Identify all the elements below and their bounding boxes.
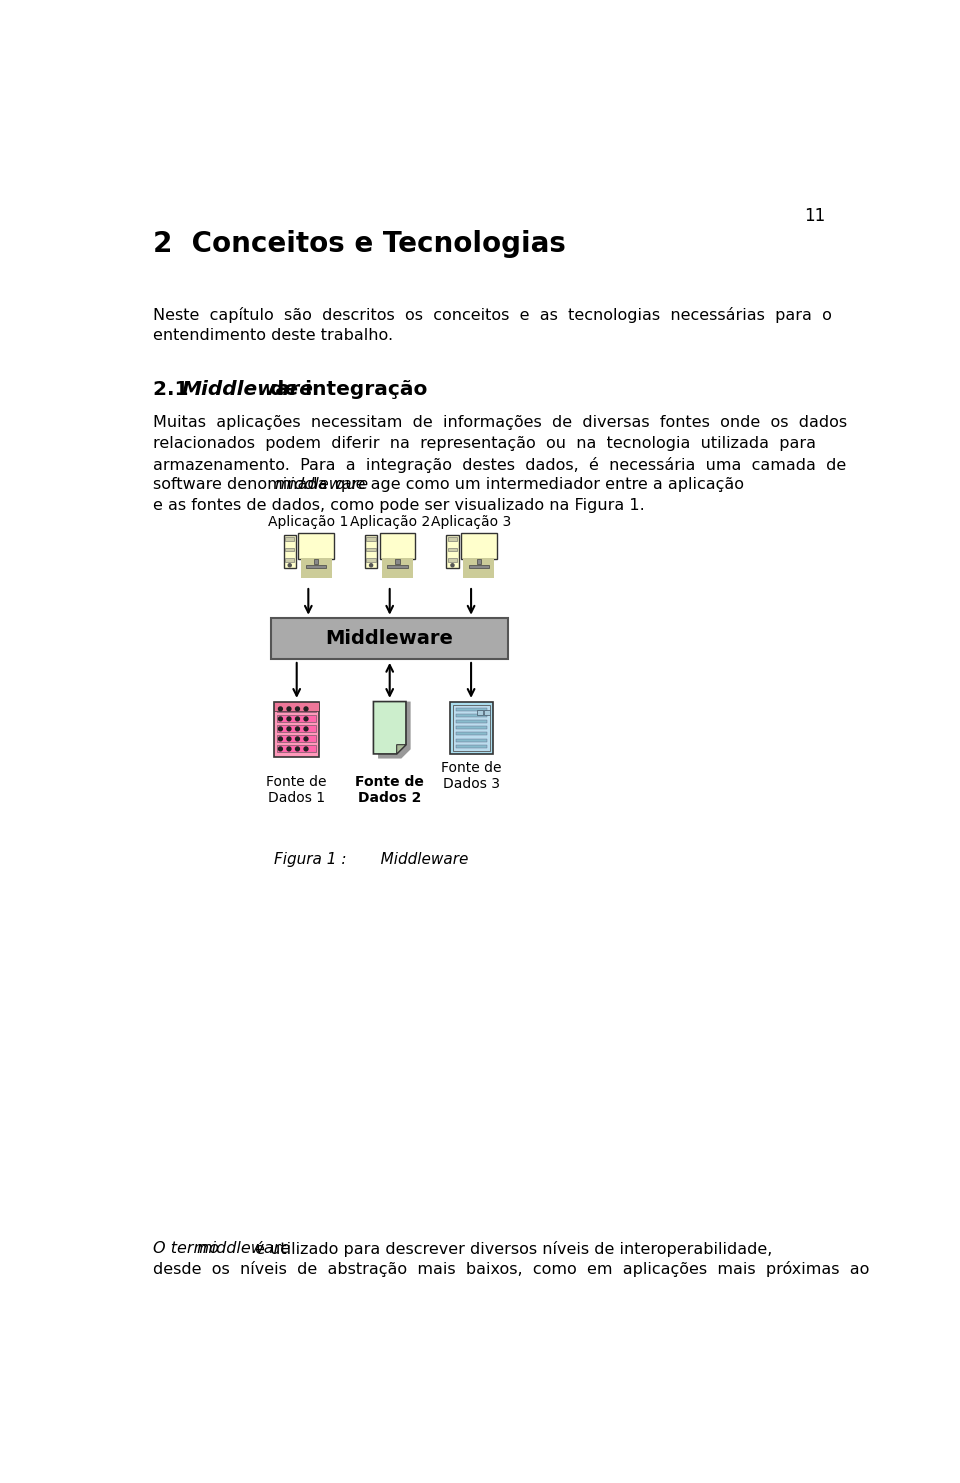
Bar	[388, 565, 408, 568]
Bar	[300, 558, 331, 578]
Circle shape	[278, 716, 282, 721]
Text: 11: 11	[804, 208, 826, 225]
Bar	[285, 547, 295, 552]
Text: Figura 1 :: Figura 1 :	[274, 851, 366, 866]
Bar	[367, 547, 375, 552]
Bar	[277, 725, 316, 733]
Circle shape	[278, 737, 282, 742]
Circle shape	[304, 727, 308, 731]
Text: entendimento deste trabalho.: entendimento deste trabalho.	[153, 328, 393, 343]
Bar	[285, 537, 295, 541]
Text: Neste  capítulo  são  descritos  os  conceitos  e  as  tecnologias  necessárias : Neste capítulo são descritos os conceito…	[153, 307, 831, 323]
Circle shape	[287, 716, 291, 721]
Bar	[275, 701, 319, 756]
Circle shape	[304, 716, 308, 721]
Text: Middleware: Middleware	[325, 629, 453, 648]
Circle shape	[287, 747, 291, 750]
Circle shape	[304, 747, 308, 750]
Circle shape	[287, 737, 291, 742]
Bar	[277, 736, 316, 743]
Bar	[446, 535, 459, 568]
Circle shape	[451, 564, 454, 567]
Bar	[468, 565, 489, 568]
Bar	[464, 558, 494, 578]
Polygon shape	[373, 701, 406, 753]
Bar	[456, 721, 488, 724]
Circle shape	[288, 564, 291, 567]
Text: relacionados  podem  diferir  na  representação  ou  na  tecnologia  utilizada  : relacionados podem diferir na representa…	[153, 436, 816, 451]
Bar	[314, 559, 319, 564]
Text: e as fontes de dados, como pode ser visualizado na Figura 1.: e as fontes de dados, como pode ser visu…	[153, 498, 644, 513]
Bar	[277, 706, 316, 712]
Bar	[367, 558, 375, 562]
Circle shape	[304, 707, 308, 710]
Bar	[456, 739, 488, 742]
Text: Aplicação 2: Aplicação 2	[349, 515, 430, 529]
Text: Aplicação 3: Aplicação 3	[431, 515, 511, 529]
Bar	[299, 532, 334, 559]
Bar	[275, 701, 319, 710]
Bar	[367, 537, 375, 541]
Text: Aplicação 1: Aplicação 1	[268, 515, 348, 529]
Bar	[461, 532, 496, 559]
Circle shape	[278, 747, 282, 750]
Text: desde  os  níveis  de  abstração  mais  baixos,  como  em  aplicações  mais  pró: desde os níveis de abstração mais baixos…	[153, 1262, 869, 1277]
Circle shape	[296, 727, 300, 731]
Bar	[477, 710, 483, 715]
Text: middleware: middleware	[275, 478, 369, 492]
Text: de integração: de integração	[263, 380, 427, 399]
Circle shape	[370, 564, 372, 567]
Bar	[456, 713, 488, 716]
Bar	[447, 558, 457, 562]
Bar	[382, 558, 413, 578]
Circle shape	[296, 707, 300, 710]
Polygon shape	[396, 744, 406, 753]
Text: é utilizado para descrever diversos níveis de interoperabilidade,: é utilizado para descrever diversos níve…	[251, 1241, 773, 1256]
Circle shape	[296, 737, 300, 742]
Bar	[285, 558, 295, 562]
Text: middleware: middleware	[196, 1241, 290, 1256]
Circle shape	[278, 727, 282, 731]
Bar	[456, 727, 488, 730]
Text: Fonte de
Dados 2: Fonte de Dados 2	[355, 774, 424, 805]
Circle shape	[287, 727, 291, 731]
Circle shape	[287, 707, 291, 710]
Text: armazenamento.  Para  a  integração  destes  dados,  é  necessária  uma  camada : armazenamento. Para a integração destes …	[153, 457, 846, 473]
Bar	[484, 710, 490, 715]
Bar	[453, 704, 490, 750]
Bar	[456, 733, 488, 736]
Polygon shape	[378, 701, 411, 758]
Circle shape	[296, 716, 300, 721]
Circle shape	[278, 707, 282, 710]
Bar	[456, 707, 488, 710]
Circle shape	[296, 747, 300, 750]
Text: 2  Conceitos e Tecnologias: 2 Conceitos e Tecnologias	[153, 230, 565, 258]
Bar	[450, 701, 492, 753]
Bar	[365, 535, 377, 568]
Bar	[283, 535, 296, 568]
Text: Muitas  aplicações  necessitam  de  informações  de  diversas  fontes  onde  os : Muitas aplicações necessitam de informaç…	[153, 415, 847, 430]
Text: 2.1: 2.1	[153, 380, 202, 399]
Bar	[447, 537, 457, 541]
Text: Fonte de
Dados 3: Fonte de Dados 3	[441, 761, 501, 790]
Text: Middleware: Middleware	[182, 380, 314, 399]
Bar	[271, 618, 508, 660]
Text: Middleware: Middleware	[366, 851, 468, 866]
Text: Fonte de
Dados 1: Fonte de Dados 1	[267, 774, 327, 805]
Bar	[306, 565, 326, 568]
Circle shape	[304, 737, 308, 742]
Bar	[456, 744, 488, 747]
Text: software denominada: software denominada	[153, 478, 332, 492]
Text: que age como um intermediador entre a aplicação: que age como um intermediador entre a ap…	[330, 478, 744, 492]
Bar	[396, 559, 399, 564]
Bar	[277, 715, 316, 722]
Bar	[447, 547, 457, 552]
Bar	[277, 746, 316, 752]
Text: O termo: O termo	[153, 1241, 224, 1256]
Bar	[379, 532, 416, 559]
Bar	[476, 559, 481, 564]
